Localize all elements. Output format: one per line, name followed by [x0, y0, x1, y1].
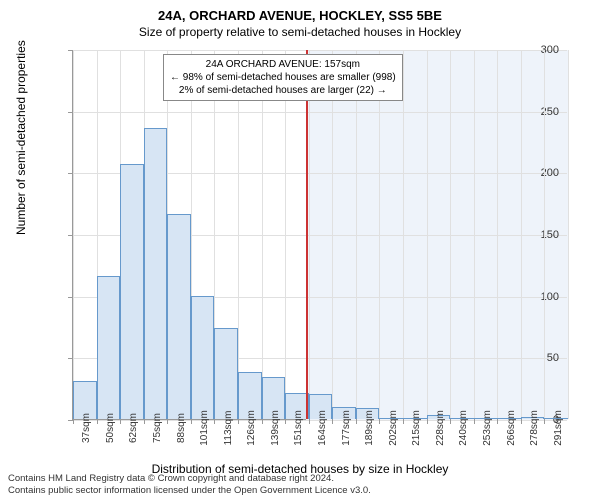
- xtick-label: 240sqm: [458, 410, 469, 446]
- histogram-bar: [214, 328, 238, 419]
- xtick-mark: [167, 419, 168, 424]
- xtick-label: 113sqm: [223, 411, 234, 446]
- marker-line: [306, 50, 308, 419]
- xtick-label: 266sqm: [506, 410, 517, 446]
- gridline-v: [73, 50, 74, 419]
- ytick-label: 250: [541, 106, 559, 118]
- xtick-mark: [450, 419, 451, 424]
- gridline-h: [73, 50, 567, 51]
- gridline-v: [285, 50, 286, 419]
- ytick-label: 100: [541, 291, 559, 303]
- gridline-v: [497, 50, 498, 419]
- xtick-label: 215sqm: [411, 410, 422, 446]
- xtick-label: 278sqm: [529, 410, 540, 446]
- xtick-mark: [191, 419, 192, 424]
- xtick-mark: [73, 419, 74, 424]
- xtick-label: 253sqm: [482, 410, 493, 446]
- xtick-mark: [97, 419, 98, 424]
- histogram-bar: [167, 214, 191, 419]
- xtick-mark: [356, 419, 357, 424]
- xtick-label: 164sqm: [317, 410, 328, 446]
- footer-line-2: Contains public sector information licen…: [8, 485, 371, 496]
- histogram-bar: [191, 296, 215, 419]
- gridline-v: [262, 50, 263, 419]
- xtick-mark: [309, 419, 310, 424]
- chart-subtitle: Size of property relative to semi-detach…: [0, 23, 600, 39]
- xtick-mark: [427, 419, 428, 424]
- gridline-h: [73, 112, 567, 113]
- xtick-label: 291sqm: [553, 410, 564, 446]
- xtick-label: 101sqm: [199, 410, 210, 446]
- xtick-mark: [120, 419, 121, 424]
- annotation-line-3: 2% of semi-detached houses are larger (2…: [170, 84, 396, 97]
- ytick-label: 150: [541, 229, 559, 241]
- footer-line-1: Contains HM Land Registry data © Crown c…: [8, 473, 371, 484]
- gridline-v: [427, 50, 428, 419]
- plot-area: 05010015020025030037sqm50sqm62sqm75sqm88…: [72, 50, 567, 420]
- xtick-mark: [332, 419, 333, 424]
- xtick-mark: [214, 419, 215, 424]
- xtick-mark: [238, 419, 239, 424]
- gridline-v: [309, 50, 310, 419]
- gridline-v: [238, 50, 239, 419]
- xtick-mark: [379, 419, 380, 424]
- y-axis-label: Number of semi-detached properties: [14, 40, 28, 235]
- xtick-label: 126sqm: [246, 410, 257, 446]
- xtick-mark: [144, 419, 145, 424]
- gridline-v: [356, 50, 357, 419]
- annotation-box: 24A ORCHARD AVENUE: 157sqm← 98% of semi-…: [163, 54, 403, 101]
- xtick-mark: [497, 419, 498, 424]
- chart-title: 24A, ORCHARD AVENUE, HOCKLEY, SS5 5BE: [0, 0, 600, 23]
- xtick-mark: [474, 419, 475, 424]
- ytick-label: 50: [547, 352, 559, 364]
- histogram-bar: [97, 276, 121, 419]
- gridline-v: [474, 50, 475, 419]
- xtick-label: 139sqm: [270, 410, 281, 446]
- xtick-label: 75sqm: [152, 413, 163, 443]
- xtick-mark: [285, 419, 286, 424]
- xtick-mark: [521, 419, 522, 424]
- footer-attribution: Contains HM Land Registry data © Crown c…: [8, 473, 371, 496]
- xtick-mark: [403, 419, 404, 424]
- gridline-v: [450, 50, 451, 419]
- gridline-v: [521, 50, 522, 419]
- gridline-v: [544, 50, 545, 419]
- gridline-v: [379, 50, 380, 419]
- histogram-chart: 24A, ORCHARD AVENUE, HOCKLEY, SS5 5BE Si…: [0, 0, 600, 500]
- xtick-label: 50sqm: [105, 413, 116, 443]
- xtick-label: 62sqm: [128, 413, 139, 443]
- xtick-label: 189sqm: [364, 410, 375, 446]
- gridline-v: [568, 50, 569, 419]
- ytick-label: 200: [541, 167, 559, 179]
- annotation-line-1: 24A ORCHARD AVENUE: 157sqm: [170, 58, 396, 71]
- gridline-v: [332, 50, 333, 419]
- xtick-mark: [262, 419, 263, 424]
- annotation-line-2: ← 98% of semi-detached houses are smalle…: [170, 71, 396, 84]
- xtick-label: 151sqm: [293, 410, 304, 446]
- xtick-label: 202sqm: [388, 410, 399, 446]
- histogram-bar: [144, 128, 168, 419]
- gridline-v: [403, 50, 404, 419]
- histogram-bar: [120, 164, 144, 419]
- ytick-label: 300: [541, 44, 559, 56]
- xtick-label: 228sqm: [435, 410, 446, 446]
- xtick-label: 177sqm: [341, 410, 352, 446]
- xtick-mark: [544, 419, 545, 424]
- xtick-label: 88sqm: [176, 413, 187, 443]
- xtick-label: 37sqm: [81, 413, 92, 443]
